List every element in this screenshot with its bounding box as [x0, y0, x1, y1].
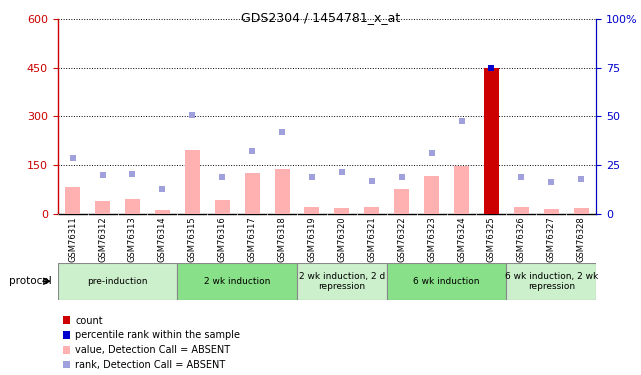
Text: GSM76324: GSM76324: [457, 216, 466, 262]
Bar: [95, 201, 110, 214]
Text: GSM76326: GSM76326: [517, 216, 526, 262]
Bar: [297, 262, 387, 300]
Text: GSM76318: GSM76318: [278, 216, 287, 262]
Bar: [387, 262, 506, 300]
Text: 2 wk induction: 2 wk induction: [204, 277, 271, 286]
Bar: [506, 262, 596, 300]
Bar: [364, 207, 379, 214]
Bar: [454, 166, 469, 214]
Bar: [185, 150, 200, 214]
Bar: [58, 262, 178, 300]
Text: GSM76312: GSM76312: [98, 216, 107, 262]
Text: GSM76314: GSM76314: [158, 216, 167, 262]
Text: protocol: protocol: [8, 276, 51, 286]
Text: 2 wk induction, 2 d
repression: 2 wk induction, 2 d repression: [299, 272, 385, 291]
Text: GSM76313: GSM76313: [128, 216, 137, 262]
Text: GSM76327: GSM76327: [547, 216, 556, 262]
Bar: [424, 176, 439, 214]
Text: GSM76323: GSM76323: [427, 216, 436, 262]
Text: GSM76317: GSM76317: [247, 216, 256, 262]
Bar: [514, 207, 529, 214]
Bar: [155, 210, 170, 214]
Legend: count, percentile rank within the sample, value, Detection Call = ABSENT, rank, : count, percentile rank within the sample…: [63, 315, 240, 370]
Text: GSM76321: GSM76321: [367, 216, 376, 262]
Bar: [274, 169, 290, 214]
Text: 6 wk induction: 6 wk induction: [413, 277, 480, 286]
Bar: [394, 189, 409, 214]
Bar: [125, 199, 140, 214]
Bar: [304, 207, 319, 214]
Text: pre-induction: pre-induction: [87, 277, 148, 286]
Text: GSM76319: GSM76319: [308, 216, 317, 262]
Text: GSM76322: GSM76322: [397, 216, 406, 262]
Text: 6 wk induction, 2 wk
repression: 6 wk induction, 2 wk repression: [504, 272, 598, 291]
Text: GSM76311: GSM76311: [68, 216, 77, 262]
Bar: [544, 209, 559, 214]
Bar: [178, 262, 297, 300]
Bar: [245, 173, 260, 214]
Text: GDS2304 / 1454781_x_at: GDS2304 / 1454781_x_at: [241, 11, 400, 24]
Text: GSM76316: GSM76316: [218, 216, 227, 262]
Bar: [215, 200, 229, 214]
Bar: [65, 187, 80, 214]
Text: GSM76320: GSM76320: [337, 216, 346, 262]
Bar: [484, 68, 499, 214]
Bar: [335, 208, 349, 214]
Text: GSM76328: GSM76328: [577, 216, 586, 262]
Bar: [574, 208, 588, 214]
Text: GSM76325: GSM76325: [487, 216, 496, 262]
Text: GSM76315: GSM76315: [188, 216, 197, 262]
